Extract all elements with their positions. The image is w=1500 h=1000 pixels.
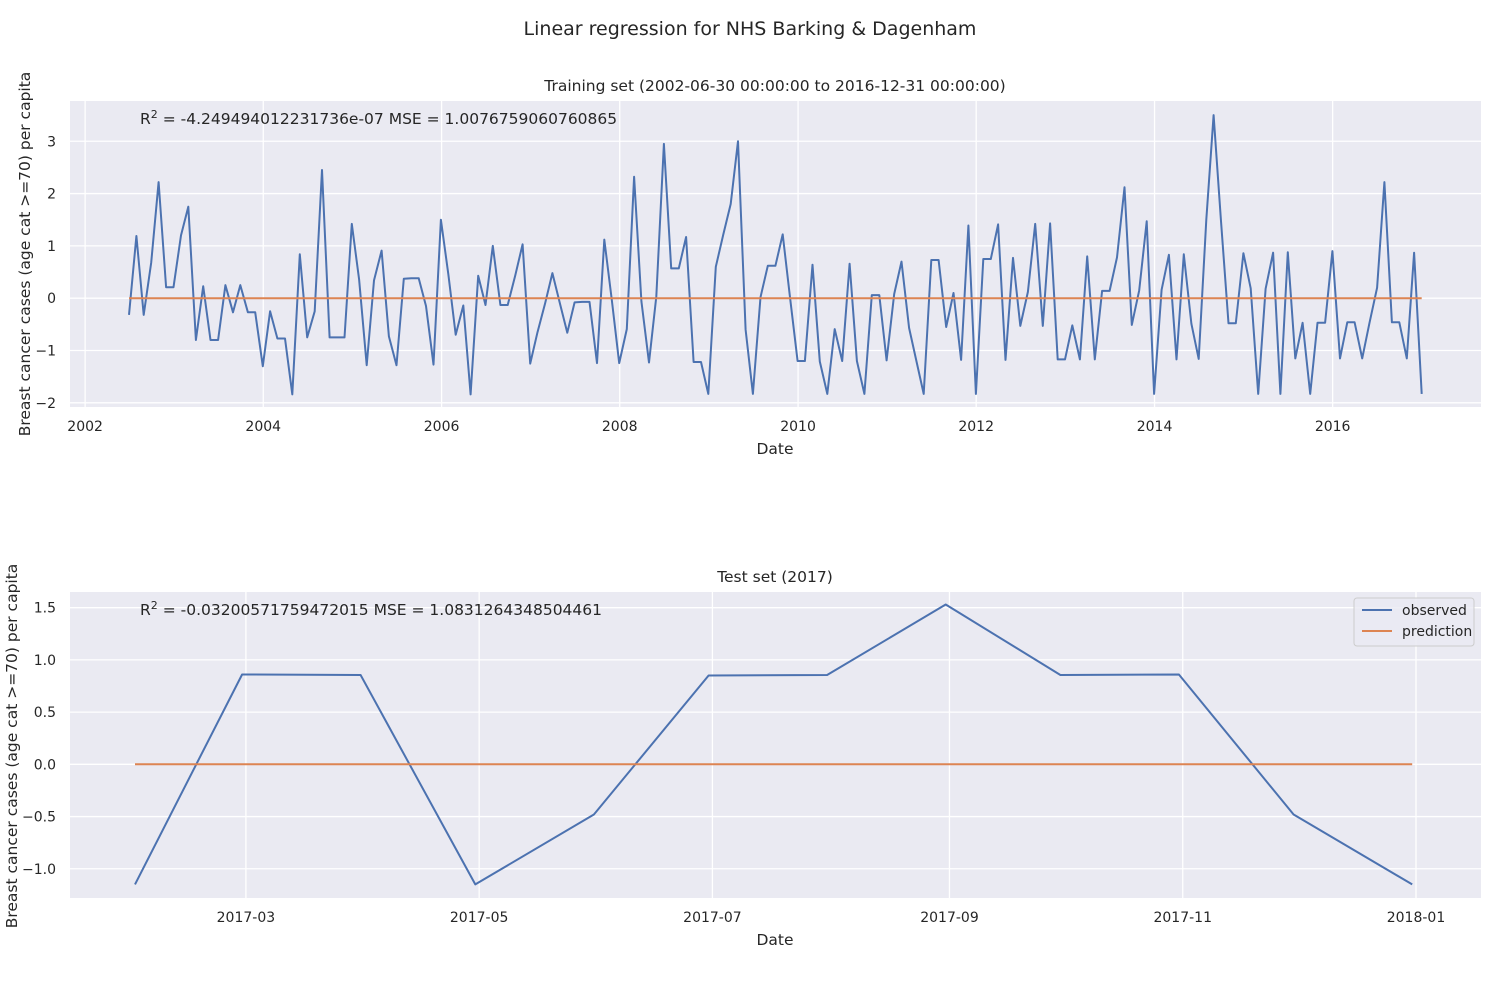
training-series	[128, 114, 1423, 396]
test-x-tick-label: 2017-11	[1153, 910, 1212, 926]
test-x-tick-label: 2017-05	[450, 910, 509, 926]
training-x-tick-label: 2002	[67, 419, 103, 435]
test-y-tick-label: 1.5	[34, 601, 56, 617]
training-y-tick-label: 0	[47, 291, 56, 307]
test-metrics-text: = -0.03200571759472015 MSE = 1.083126434…	[158, 601, 602, 619]
training-r2-label: R	[140, 110, 151, 128]
test-y-tick-label: 1.0	[34, 653, 56, 669]
training-metrics-annotation: R2 = -4.249494012231736e-07 MSE = 1.0076…	[140, 108, 617, 128]
test-x-axis-label: Date	[756, 931, 793, 949]
test-r2-superscript: 2	[151, 599, 158, 612]
test-plot-area	[70, 592, 1481, 898]
training-y-tick-label: −1	[35, 344, 56, 360]
training-observed-line	[128, 114, 1423, 396]
test-legend: observed prediction	[1353, 597, 1475, 647]
training-x-tick-label: 2008	[602, 419, 638, 435]
training-x-tick-label: 2004	[245, 419, 281, 435]
training-y-ticks: −2 −1 0 1 2 3	[35, 134, 56, 412]
training-panel: 2002 2004 2006 2008 2010 2012 2014 2016 −2 −1 0 1 2…	[16, 72, 1481, 458]
test-y-tick-label: 0.0	[34, 757, 56, 773]
training-x-tick-label: 2006	[424, 419, 460, 435]
legend-prediction-label: prediction	[1402, 624, 1472, 640]
test-y-axis-label: Breast cancer cases (age cat >=70) per c…	[3, 564, 21, 929]
test-observed-line	[134, 603, 1413, 886]
training-metrics-text: = -4.249494012231736e-07 MSE = 1.0076759…	[158, 110, 617, 128]
test-r2-label: R	[140, 601, 151, 619]
training-x-tick-label: 2014	[1137, 419, 1173, 435]
training-y-tick-label: 3	[47, 134, 56, 150]
test-y-ticks: −1.0 −0.5 0.0 0.5 1.0 1.5	[22, 601, 56, 878]
test-y-tick-label: −1.0	[22, 862, 56, 878]
training-y-axis-label: Breast cancer cases (age cat >=70) per c…	[16, 72, 34, 437]
test-x-tick-label: 2017-07	[683, 910, 742, 926]
training-x-tick-label: 2012	[958, 419, 994, 435]
training-x-ticks: 2002 2004 2006 2008 2010 2012 2014 2016	[67, 419, 1350, 435]
test-y-tick-label: −0.5	[22, 810, 56, 826]
test-title: Test set (2017)	[716, 568, 833, 586]
training-r2-superscript: 2	[151, 108, 158, 121]
training-x-tick-label: 2016	[1315, 419, 1351, 435]
training-x-axis-label: Date	[756, 440, 793, 458]
test-y-tick-label: 0.5	[34, 705, 56, 721]
test-x-ticks: 2017-03 2017-05 2017-07 2017-09 2017-11 2018-…	[217, 910, 1446, 926]
legend-observed-label: observed	[1402, 603, 1467, 619]
test-series	[134, 603, 1413, 886]
test-x-tick-label: 2017-09	[920, 910, 979, 926]
test-metrics-annotation: R2 = -0.03200571759472015 MSE = 1.083126…	[140, 599, 602, 619]
test-panel: 2017-03 2017-05 2017-07 2017-09 2017-11 2018-…	[3, 564, 1481, 949]
test-x-tick-label: 2018-01	[1387, 910, 1446, 926]
training-y-tick-label: 1	[47, 239, 56, 255]
training-y-tick-label: −2	[35, 396, 56, 412]
training-title: Training set (2002-06-30 00:00:00 to 201…	[543, 77, 1005, 95]
training-x-tick-label: 2010	[780, 419, 816, 435]
test-x-tick-label: 2017-03	[217, 910, 276, 926]
training-plot-area	[70, 101, 1481, 407]
figure-title: Linear regression for NHS Barking & Dage…	[524, 18, 977, 40]
training-y-tick-label: 2	[47, 187, 56, 203]
